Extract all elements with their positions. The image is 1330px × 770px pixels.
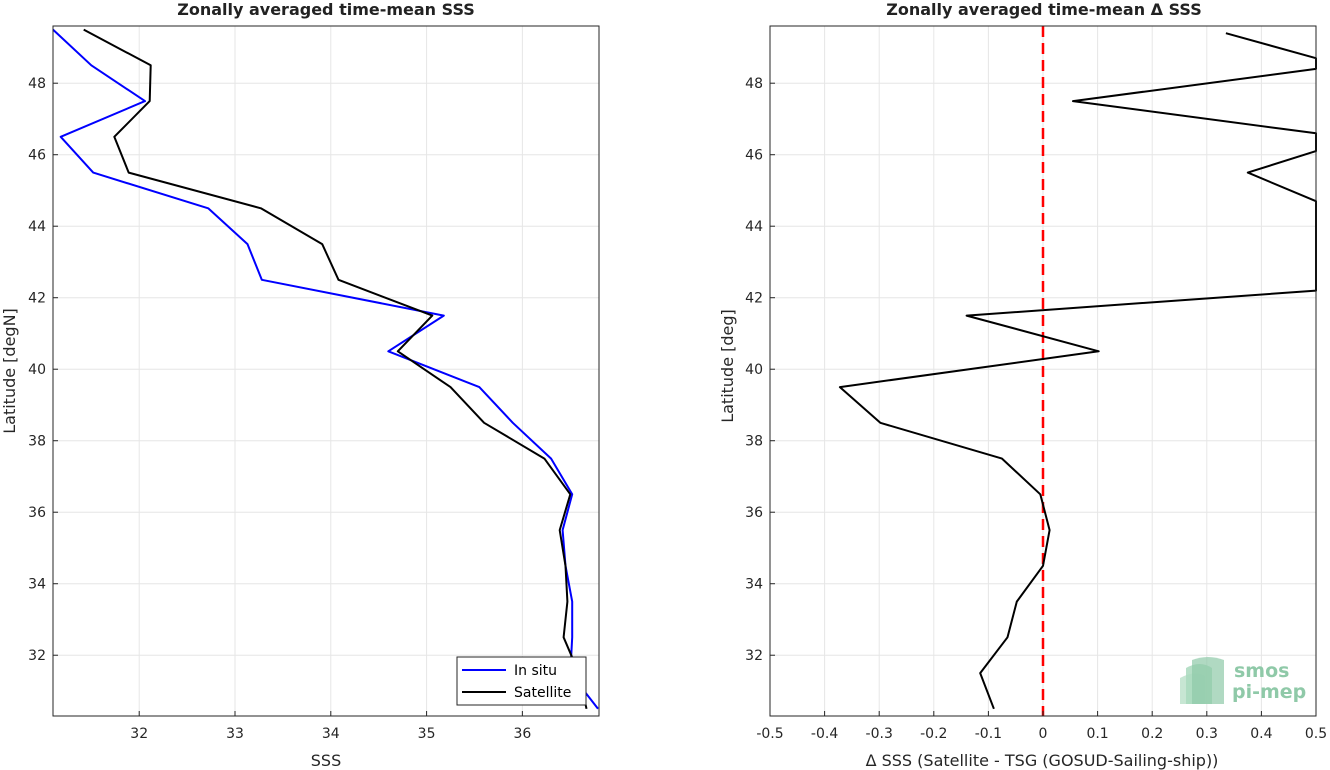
left-xtick-label: 34 — [322, 726, 340, 742]
right-xtick-label: -0.3 — [866, 726, 893, 742]
right-xtick-label: -0.2 — [920, 726, 947, 742]
legend-box — [456, 656, 587, 706]
left-tick-layer: 32 33 34 35 36 32 34 36 38 40 42 44 46 48 — [28, 76, 531, 742]
right-ytick-label: 42 — [745, 291, 763, 307]
left-ytick-label: 44 — [28, 219, 46, 235]
right-ytick-label: 40 — [745, 362, 763, 378]
left-ytick-label: 34 — [28, 577, 46, 593]
right-tick-layer: -0.5 -0.4 -0.3 -0.2 -0.1 0 0.1 0.2 0.3 0.4 0.5 32 34… — [745, 76, 1327, 742]
left-ytick-label: 48 — [28, 76, 46, 92]
right-ytick-label: 46 — [745, 148, 763, 164]
right-xtick-label: 0.5 — [1305, 726, 1327, 742]
left-series-line-0 — [52, 28, 599, 710]
right-ytick-label: 44 — [745, 219, 763, 235]
right-xtick-label: -0.4 — [811, 726, 838, 742]
right-series-layer — [838, 26, 1317, 716]
right-title: Zonally averaged time-mean Δ SSS — [886, 0, 1202, 19]
right-xtick-label: 0.1 — [1086, 726, 1108, 742]
left-plot-panel: 32 33 34 35 36 32 34 36 38 40 42 44 46 48 Zonally ave… — [0, 0, 600, 770]
left-ytick-label: 32 — [28, 648, 46, 664]
left-ylabel: Latitude [degN] — [0, 308, 19, 434]
right-xtick-label: -0.1 — [975, 726, 1002, 742]
right-xlabel: Δ SSS (Satellite - TSG (GOSUD-Sailing-sh… — [866, 751, 1219, 770]
left-ytick-label: 36 — [28, 505, 46, 521]
logo-text-smos: smos — [1234, 660, 1289, 682]
left-ytick-label: 46 — [28, 148, 46, 164]
legend: In situ Satellite — [456, 656, 587, 706]
right-xtick-label: 0.3 — [1196, 726, 1218, 742]
smos-pimep-logo: smos pi-mep — [1180, 657, 1306, 704]
left-ytick-label: 42 — [28, 291, 46, 307]
right-xtick-label: 0.4 — [1250, 726, 1272, 742]
left-grid — [53, 26, 599, 716]
logo-text-pimep: pi-mep — [1232, 681, 1306, 703]
right-ytick-label: 48 — [745, 76, 763, 92]
left-ytick-label: 40 — [28, 362, 46, 378]
right-ytick-label: 38 — [745, 434, 763, 450]
left-xtick-label: 36 — [513, 726, 531, 742]
left-axes-box — [52, 25, 600, 717]
right-ytick-label: 32 — [745, 648, 763, 664]
right-xtick-label: 0 — [1039, 726, 1048, 742]
right-series-line-0 — [838, 32, 1317, 710]
legend-label-insitu: In situ — [514, 663, 557, 679]
right-xtick-label: 0.2 — [1141, 726, 1163, 742]
left-series-line-1 — [83, 28, 588, 710]
logo-wave-icon — [1180, 657, 1224, 704]
left-ytick-label: 38 — [28, 434, 46, 450]
left-xtick-label: 33 — [226, 726, 244, 742]
right-ylabel: Latitude [deg] — [718, 309, 737, 423]
left-xtick-label: 32 — [130, 726, 148, 742]
left-title: Zonally averaged time-mean SSS — [177, 0, 475, 19]
right-ytick-label: 36 — [745, 505, 763, 521]
left-xtick-label: 35 — [418, 726, 436, 742]
legend-label-satellite: Satellite — [514, 685, 571, 701]
left-series-layer — [52, 28, 599, 710]
right-ytick-label: 34 — [745, 577, 763, 593]
left-xlabel: SSS — [311, 751, 341, 770]
right-xtick-label: -0.5 — [756, 726, 783, 742]
right-plot-panel: -0.5 -0.4 -0.3 -0.2 -0.1 0 0.1 0.2 0.3 0.4 0.5 32 34… — [718, 0, 1327, 770]
